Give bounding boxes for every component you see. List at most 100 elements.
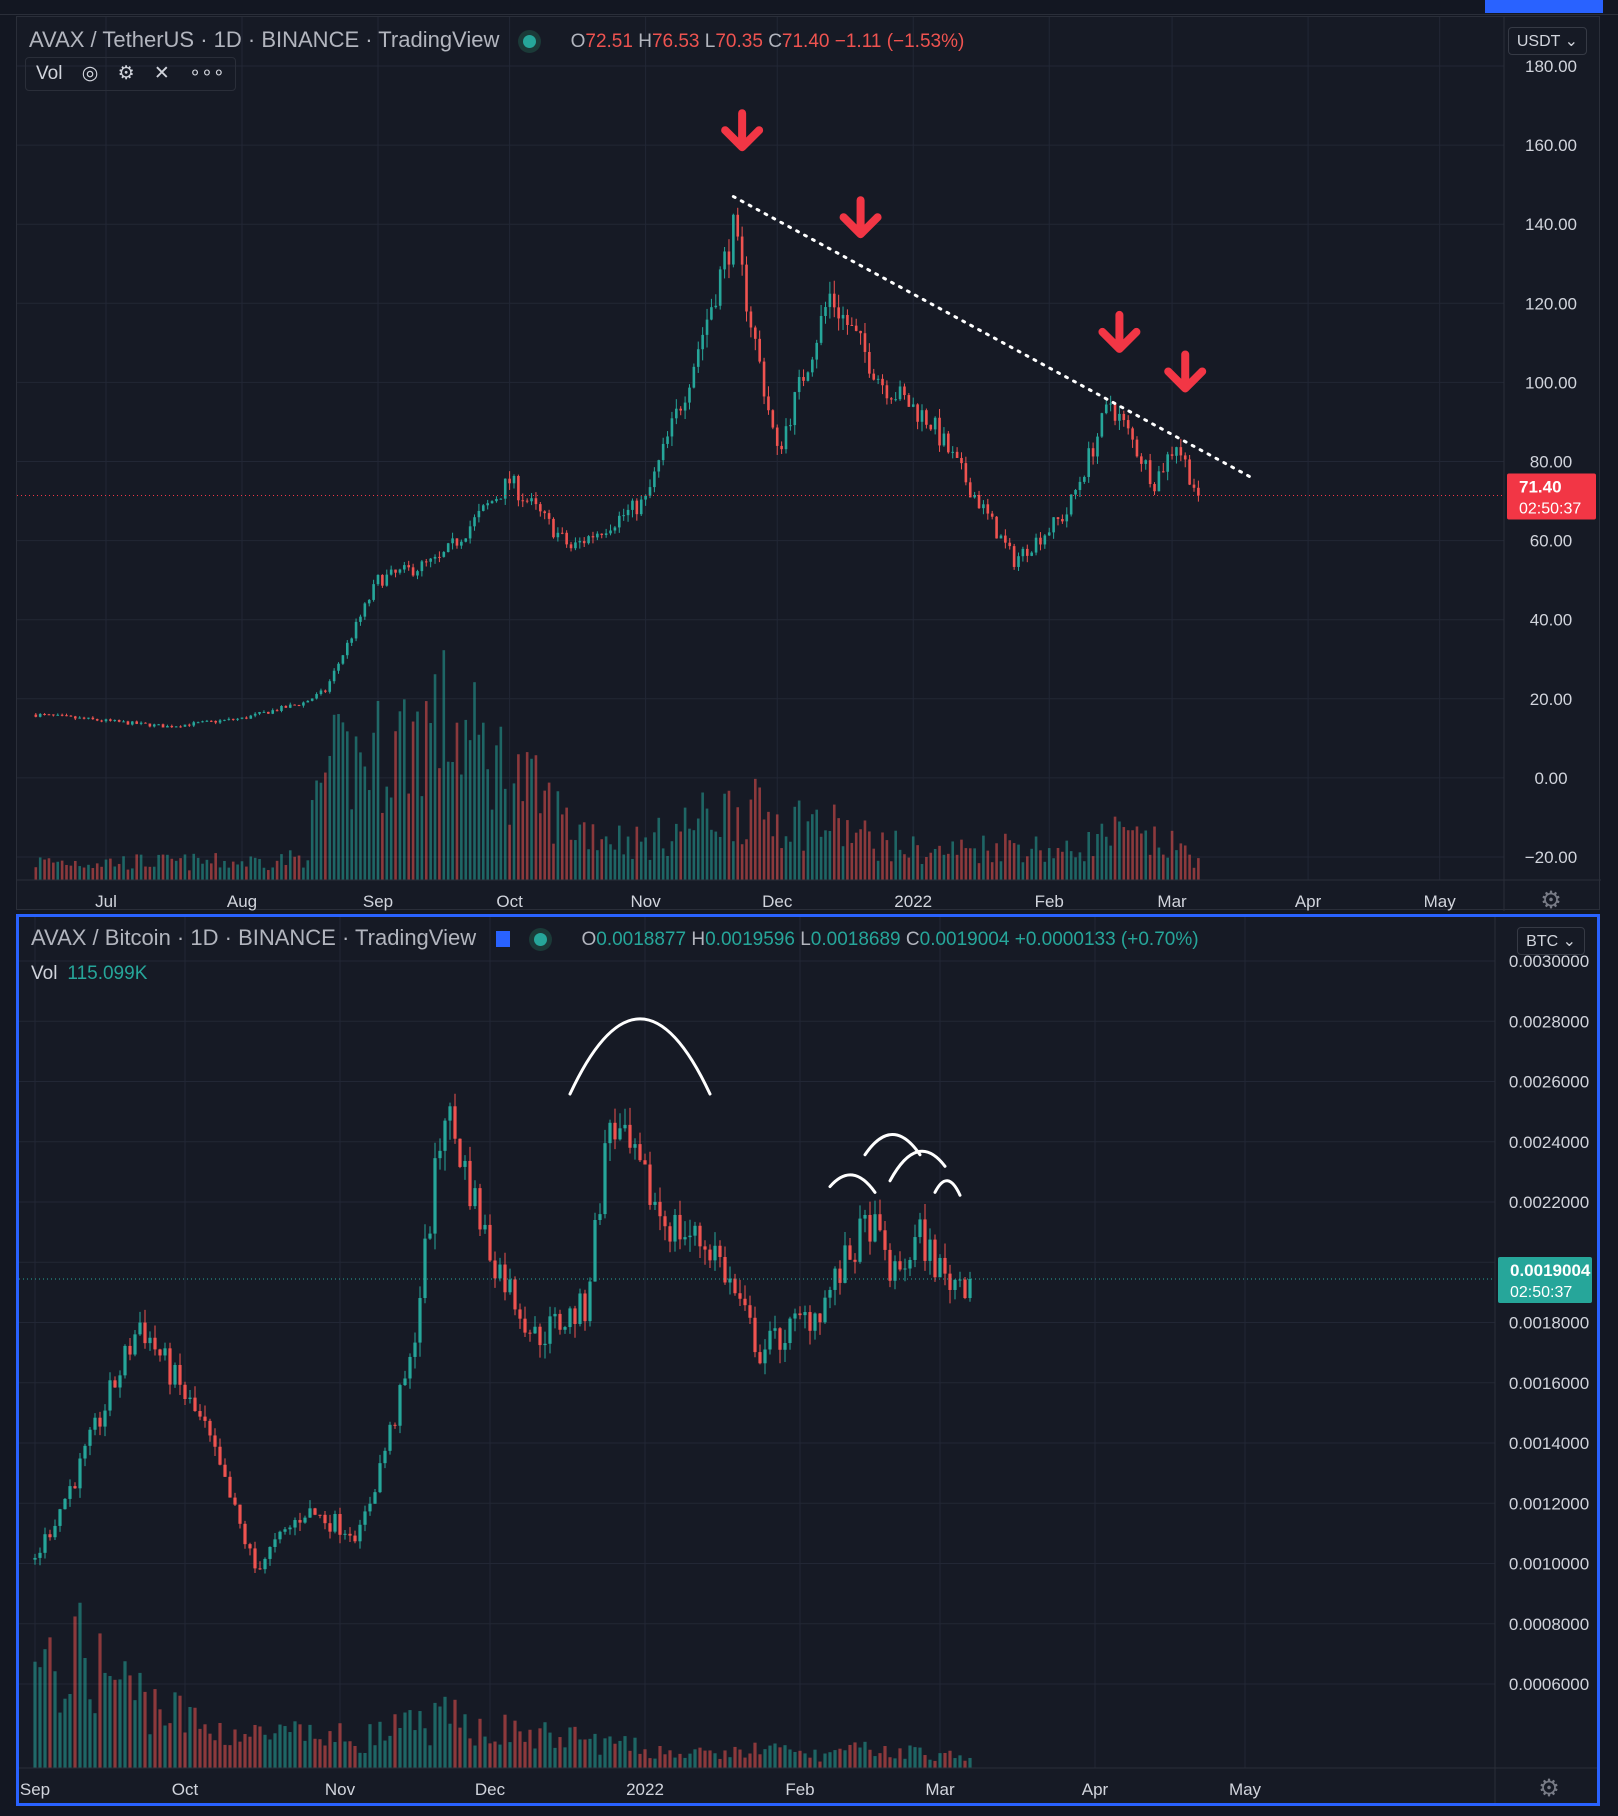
candle[interactable] — [338, 1514, 342, 1535]
candle[interactable] — [995, 516, 998, 539]
candle[interactable] — [403, 565, 406, 570]
symbol-name[interactable]: AVAX / TetherUS — [29, 27, 195, 52]
candle[interactable] — [622, 515, 625, 517]
candle[interactable] — [583, 1293, 587, 1322]
candle[interactable] — [297, 704, 301, 706]
candle[interactable] — [288, 704, 292, 708]
candle[interactable] — [723, 1256, 727, 1283]
candle[interactable] — [473, 1188, 477, 1207]
hand-drawn-arc[interactable] — [888, 1149, 947, 1183]
candle[interactable] — [1074, 489, 1077, 495]
candle[interactable] — [811, 359, 814, 373]
candle[interactable] — [635, 500, 639, 515]
candle[interactable] — [898, 1261, 902, 1270]
trendline[interactable] — [731, 195, 1253, 479]
candle[interactable] — [337, 663, 340, 671]
candle[interactable] — [161, 724, 165, 728]
candle[interactable] — [803, 1312, 807, 1316]
candle[interactable] — [771, 410, 775, 428]
candle[interactable] — [714, 305, 718, 308]
candle[interactable] — [679, 408, 683, 411]
candle[interactable] — [818, 1313, 822, 1323]
candle[interactable] — [283, 1529, 287, 1532]
candle[interactable] — [784, 426, 788, 450]
candle[interactable] — [208, 1420, 212, 1436]
candle[interactable] — [416, 571, 419, 576]
candle[interactable] — [609, 530, 612, 534]
candle[interactable] — [429, 558, 432, 562]
candle[interactable] — [1065, 514, 1069, 522]
candle[interactable] — [1148, 460, 1152, 485]
candle[interactable] — [1025, 548, 1029, 556]
candle[interactable] — [398, 1385, 402, 1426]
hand-drawn-arc[interactable] — [828, 1173, 877, 1194]
candle[interactable] — [1017, 556, 1020, 567]
candle[interactable] — [464, 538, 468, 542]
candle[interactable] — [728, 1278, 732, 1283]
candle[interactable] — [543, 511, 547, 514]
candle[interactable] — [368, 1503, 372, 1512]
candle[interactable] — [128, 1345, 132, 1355]
candle[interactable] — [38, 1552, 42, 1558]
candle[interactable] — [1113, 403, 1117, 421]
candle[interactable] — [373, 1492, 377, 1504]
candle[interactable] — [413, 1342, 417, 1357]
settings-gear-icon[interactable]: ⚙ — [1538, 1775, 1560, 1802]
candle[interactable] — [468, 1160, 472, 1207]
candle[interactable] — [1161, 471, 1165, 473]
candle[interactable] — [223, 1464, 227, 1477]
candle[interactable] — [333, 1514, 337, 1532]
candle[interactable] — [173, 1364, 177, 1385]
candle[interactable] — [170, 725, 174, 728]
interval[interactable]: 1D — [190, 925, 219, 950]
candle[interactable] — [608, 1122, 612, 1144]
candle[interactable] — [618, 1128, 622, 1140]
candle[interactable] — [508, 478, 511, 484]
candle[interactable] — [78, 717, 81, 719]
candle[interactable] — [1061, 518, 1064, 522]
candle[interactable] — [898, 386, 902, 400]
candle[interactable] — [253, 1548, 257, 1569]
candle[interactable] — [534, 498, 538, 505]
candle[interactable] — [1140, 456, 1143, 464]
candle[interactable] — [381, 574, 384, 586]
candle[interactable] — [848, 1245, 852, 1260]
candle[interactable] — [394, 569, 397, 573]
candle[interactable] — [888, 1249, 892, 1281]
candle[interactable] — [623, 1124, 627, 1129]
candle[interactable] — [345, 642, 349, 656]
candle[interactable] — [960, 457, 963, 464]
candle[interactable] — [243, 1523, 247, 1545]
candle[interactable] — [148, 723, 152, 727]
candle[interactable] — [933, 417, 937, 430]
candle[interactable] — [1004, 535, 1007, 543]
candle[interactable] — [38, 714, 42, 717]
candle[interactable] — [1096, 436, 1099, 457]
candle[interactable] — [1052, 517, 1055, 533]
candle[interactable] — [963, 1279, 967, 1299]
last-price-badge[interactable] — [1507, 473, 1596, 520]
candle[interactable] — [168, 1348, 172, 1385]
candle[interactable] — [498, 1264, 502, 1279]
candle[interactable] — [423, 1238, 427, 1299]
candle[interactable] — [923, 1219, 927, 1261]
candle[interactable] — [808, 1312, 812, 1331]
candle[interactable] — [109, 719, 112, 721]
candle[interactable] — [328, 681, 332, 692]
candle[interactable] — [65, 715, 68, 717]
candle[interactable] — [968, 482, 972, 498]
candle[interactable] — [378, 1463, 382, 1493]
settings-gear-icon[interactable]: ⚙ — [1540, 887, 1562, 911]
candle[interactable] — [521, 500, 525, 502]
candle[interactable] — [385, 574, 389, 586]
candle[interactable] — [1100, 413, 1104, 437]
candle[interactable] — [603, 1143, 607, 1215]
candle[interactable] — [578, 1293, 582, 1324]
candle[interactable] — [158, 1349, 162, 1356]
candle[interactable] — [1087, 448, 1091, 477]
candle[interactable] — [753, 1317, 757, 1353]
candle[interactable] — [43, 1534, 47, 1553]
candle[interactable] — [139, 722, 143, 724]
candle[interactable] — [1043, 535, 1047, 545]
candle[interactable] — [828, 1289, 832, 1298]
